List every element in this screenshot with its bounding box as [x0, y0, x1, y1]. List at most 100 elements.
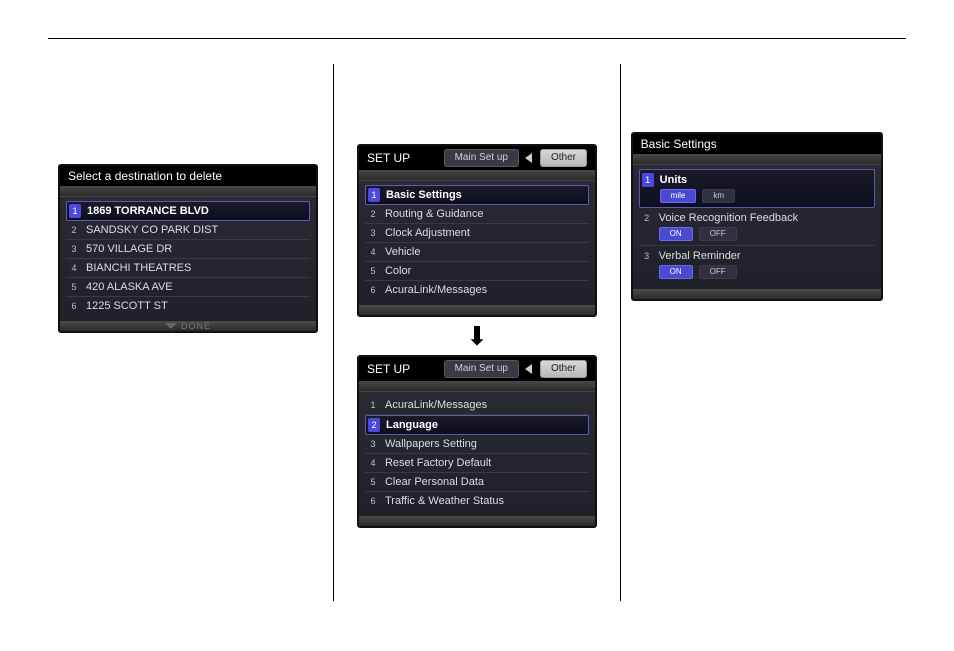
shot2a-chrome-top [359, 170, 595, 180]
item-label: Basic Settings [386, 188, 586, 202]
option-on[interactable]: ON [659, 227, 693, 241]
shot1-chrome-bottom: DONE [60, 321, 316, 331]
shot1-chrome-top [60, 186, 316, 196]
down-arrow-icon: ⬇ [334, 323, 619, 349]
shot2a-item-5[interactable]: 5 Color [365, 262, 589, 281]
tab-main-setup-b[interactable]: Main Set up [444, 360, 519, 378]
item-number: 1 [368, 188, 380, 202]
item-label: 1225 SCOTT ST [86, 299, 308, 313]
item-number: 5 [68, 280, 80, 294]
screenshot-setup-top: SET UP Main Set up Other 1 Basic Settings… [357, 144, 597, 317]
item-number: 5 [367, 475, 379, 489]
screenshot-setup-bottom: SET UP Main Set up Other 1 AcuraLink/Mess… [357, 355, 597, 528]
tab-left-arrow-icon [525, 153, 532, 163]
item-label: 570 VILLAGE DR [86, 242, 308, 256]
item-number: 2 [641, 211, 653, 225]
item-label: BIANCHI THEATRES [86, 261, 308, 275]
item-label: 420 ALASKA AVE [86, 280, 308, 294]
item-number: 4 [68, 261, 80, 275]
shot1-body: 1 1869 TORRANCE BLVD 2SANDSKY CO PARK DIST… [60, 196, 316, 321]
item-label: AcuraLink/Messages [385, 283, 587, 297]
shot3-item-2[interactable]: 2Voice Recognition FeedbackONOFF [639, 208, 875, 246]
screenshot-delete-destination: Select a destination to delete 1 1869 TOR… [58, 164, 318, 333]
shot2b-item-3[interactable]: 3 Wallpapers Setting [365, 435, 589, 454]
item-number: 6 [367, 494, 379, 508]
shot2b-body: 1 AcuraLink/Messages 2 Language 3 Wallpapers … [359, 391, 595, 516]
item-label: Wallpapers Setting [385, 437, 587, 451]
item-number: 3 [641, 249, 653, 263]
shot2b-item-1[interactable]: 1 AcuraLink/Messages [365, 396, 589, 415]
shot2a-item-3[interactable]: 3 Clock Adjustment [365, 224, 589, 243]
item-label: Traffic & Weather Status [385, 494, 587, 508]
item-label: Vehicle [385, 245, 587, 259]
shot2b-item-6[interactable]: 6 Traffic & Weather Status [365, 492, 589, 510]
tab-other-a[interactable]: Other [540, 149, 587, 167]
option-on[interactable]: ON [659, 265, 693, 279]
option-mile[interactable]: mile [660, 189, 697, 203]
item-number: 1 [642, 173, 654, 187]
shot3-chrome-top [633, 154, 881, 164]
column-2: SET UP Main Set up Other 1 Basic Settings… [333, 64, 619, 601]
shot2b-chrome-top [359, 381, 595, 391]
shot2b-item-2[interactable]: 2 Language [365, 415, 589, 435]
item-label: AcuraLink/Messages [385, 398, 587, 412]
item-number: 5 [367, 264, 379, 278]
option-off[interactable]: OFF [699, 227, 737, 241]
tab-main-setup-a[interactable]: Main Set up [444, 149, 519, 167]
shot3-header: Basic Settings [633, 134, 881, 154]
item-number: 6 [367, 283, 379, 297]
shot3-body: 1Unitsmilekm2Voice Recognition FeedbackO… [633, 164, 881, 289]
item-number: 4 [367, 245, 379, 259]
shot2a-header: SET UP Main Set up Other [359, 146, 595, 170]
shot2a-chrome-bottom [359, 305, 595, 315]
item-number: 2 [367, 207, 379, 221]
shot2a-item-4[interactable]: 4 Vehicle [365, 243, 589, 262]
item-number: 1 [69, 204, 81, 218]
item-label: 1869 TORRANCE BLVD [87, 204, 307, 218]
item-label: Clock Adjustment [385, 226, 587, 240]
item-number: 3 [367, 437, 379, 451]
option-km[interactable]: km [702, 189, 735, 203]
shot1-item-4[interactable]: 4 BIANCHI THEATRES [66, 259, 310, 278]
shot2a-item-1[interactable]: 1 Basic Settings [365, 185, 589, 205]
shot2a-item-2[interactable]: 2 Routing & Guidance [365, 205, 589, 224]
shot2b-item-5[interactable]: 5 Clear Personal Data [365, 473, 589, 492]
shot2a-title: SET UP [367, 151, 410, 165]
tab-other-b[interactable]: Other [540, 360, 587, 378]
shot2b-item-4[interactable]: 4 Reset Factory Default [365, 454, 589, 473]
shot1-item-2[interactable]: 2SANDSKY CO PARK DIST [66, 221, 310, 240]
item-number: 2 [68, 223, 80, 237]
shot2a-list: 1 Basic Settings 2 Routing & Guidance 3 Clock… [365, 185, 589, 299]
item-number: 1 [367, 398, 379, 412]
shot2b-header: SET UP Main Set up Other [359, 357, 595, 381]
shot2b-list: 1 AcuraLink/Messages 2 Language 3 Wallpapers … [365, 396, 589, 510]
item-label: Units [660, 173, 688, 187]
item-number: 3 [367, 226, 379, 240]
shot1-item-1[interactable]: 1 1869 TORRANCE BLVD [66, 201, 310, 221]
shot1-title: Select a destination to delete [68, 169, 222, 183]
item-number: 4 [367, 456, 379, 470]
shot2b-chrome-bottom [359, 516, 595, 526]
shot1-item-5[interactable]: 5 420 ALASKA AVE [66, 278, 310, 297]
done-label[interactable]: DONE [181, 319, 211, 333]
shot1-item-6[interactable]: 61225 SCOTT ST [66, 297, 310, 315]
screenshot-basic-settings: Basic Settings 1Unitsmilekm2Voice Recogn… [631, 132, 883, 301]
columns: Select a destination to delete 1 1869 TOR… [48, 64, 906, 601]
item-label: Verbal Reminder [659, 249, 741, 263]
shot3-item-1[interactable]: 1 Units milekm [639, 169, 875, 208]
item-label: Color [385, 264, 587, 278]
option-off[interactable]: OFF [699, 265, 737, 279]
shot2a-item-6[interactable]: 6 AcuraLink/Messages [365, 281, 589, 299]
item-label: Language [386, 418, 586, 432]
option-row: ON OFF [641, 225, 873, 241]
item-label: Reset Factory Default [385, 456, 587, 470]
shot3-title: Basic Settings [641, 137, 717, 151]
shot3-item-3[interactable]: 3 Verbal Reminder ON OFF [639, 246, 875, 283]
tab-left-arrow-icon-b [525, 364, 532, 374]
item-label: Clear Personal Data [385, 475, 587, 489]
shot1-header: Select a destination to delete [60, 166, 316, 186]
option-row: ON OFF [641, 263, 873, 279]
shot1-item-3[interactable]: 3570 VILLAGE DR [66, 240, 310, 259]
item-label: Routing & Guidance [385, 207, 587, 221]
item-number: 2 [368, 418, 380, 432]
